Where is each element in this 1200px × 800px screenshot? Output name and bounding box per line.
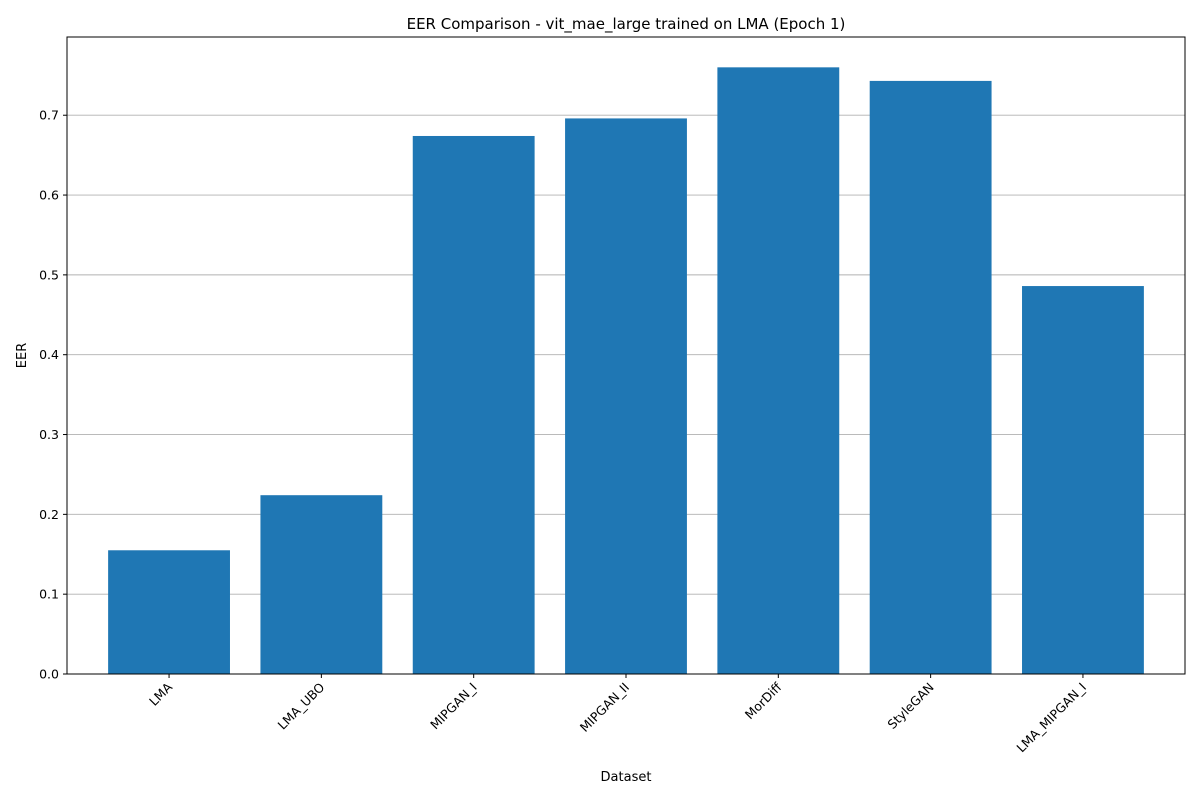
bar-lma-ubo — [260, 495, 383, 674]
bar-stylegan — [869, 80, 992, 675]
chart-title: EER Comparison - vit_mae_large trained o… — [407, 15, 846, 34]
bar-lma — [108, 550, 230, 674]
x-tick-label: LMA_UBO — [275, 679, 328, 732]
y-axis-label: EER — [15, 343, 30, 368]
y-tick-label: 0.4 — [39, 347, 59, 362]
x-axis-label: Dataset — [601, 770, 652, 785]
y-tick-label: 0.5 — [39, 267, 59, 282]
y-axis: 0.0 0.1 0.2 0.3 0.4 0.5 0.6 0.7 — [39, 108, 67, 682]
x-tick-label: MorDiff — [742, 679, 785, 722]
bar-mordiff — [717, 67, 840, 675]
bars — [108, 67, 1144, 675]
y-tick-label: 0.6 — [39, 188, 59, 203]
x-axis: LMA LMA_UBO MIPGAN_I MIPGAN_II MorDiff StyleG… — [146, 674, 1089, 755]
y-tick-label: 0.3 — [39, 427, 59, 442]
bar-lma-mipgan-i — [1022, 286, 1144, 674]
x-tick-label: LMA — [146, 679, 176, 709]
x-tick-label: LMA_MIPGAN_I — [1013, 680, 1089, 756]
y-tick-label: 0.0 — [39, 667, 59, 682]
y-tick-label: 0.1 — [39, 587, 59, 602]
bar-mipgan-ii — [565, 118, 687, 675]
y-tick-label: 0.2 — [39, 507, 59, 522]
x-tick-label: MIPGAN_II — [577, 680, 632, 735]
y-tick-label: 0.7 — [39, 108, 59, 123]
x-tick-label: MIPGAN_I — [427, 680, 480, 733]
bar-mipgan-i — [412, 135, 535, 675]
x-tick-label: StyleGAN — [884, 680, 936, 732]
